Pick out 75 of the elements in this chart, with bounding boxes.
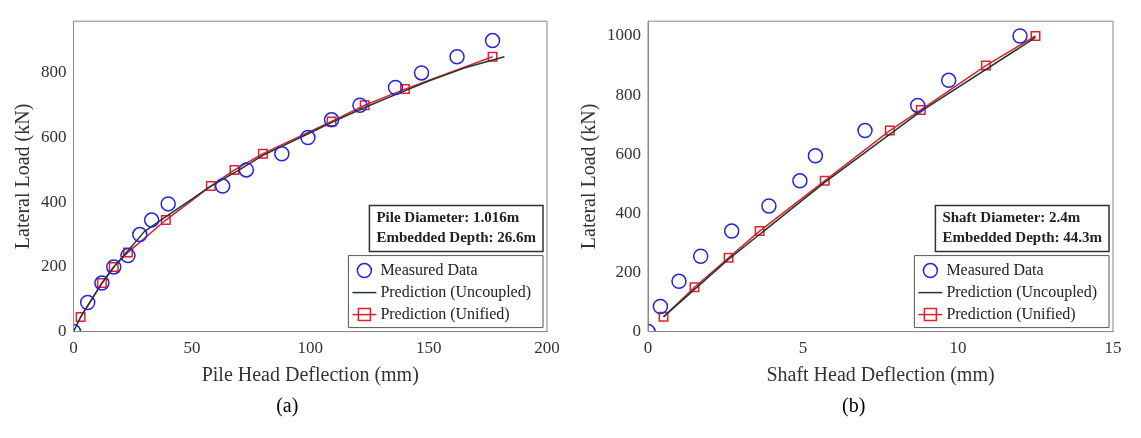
- annotation: Pile Diameter: 1.016m: [376, 209, 520, 226]
- point: [214, 178, 231, 194]
- y-axis-title: Lateral Load (kN): [11, 103, 34, 250]
- legend-label: Prediction (Unified): [946, 304, 1076, 323]
- point: [1030, 30, 1041, 41]
- point: [723, 252, 734, 263]
- annotation: Embedded Depth: 26.6m: [376, 229, 537, 246]
- point: [671, 273, 687, 290]
- point: [1012, 28, 1028, 44]
- point: [238, 162, 254, 178]
- point: [160, 215, 171, 226]
- point: [487, 51, 498, 62]
- text: (a): [276, 394, 299, 417]
- point: [754, 226, 765, 237]
- point: [131, 226, 148, 243]
- point: [351, 97, 368, 114]
- x-tick-label: 200: [534, 338, 560, 358]
- point: [857, 122, 873, 139]
- point: [941, 72, 957, 89]
- y-tick-label: 200: [615, 261, 642, 281]
- x-tick-label: 15: [1104, 338, 1122, 358]
- point: [885, 125, 896, 136]
- point: [229, 164, 240, 175]
- legend-label: Measured Data: [946, 260, 1044, 278]
- point: [387, 79, 403, 96]
- annotation: Embedded Depth: 44.3m: [942, 229, 1103, 246]
- x-tick-label: 100: [297, 338, 323, 358]
- y-axis-title: Lateral Load (kN): [577, 103, 601, 250]
- point: [257, 148, 268, 159]
- legend-label: Prediction (Uncoupled): [946, 282, 1098, 301]
- point: [75, 312, 86, 323]
- y-tick-label: 200: [40, 256, 67, 276]
- y-tick-label: 0: [632, 321, 642, 341]
- y-tick-label: 0: [57, 321, 67, 341]
- y-tick-label: 400: [615, 202, 642, 222]
- x-tick-label: 5: [799, 338, 808, 358]
- point: [299, 129, 316, 146]
- point: [79, 294, 96, 311]
- y-tick-label: 600: [615, 143, 642, 163]
- point: [981, 60, 992, 71]
- x-tick-label: 150: [415, 338, 442, 358]
- point: [807, 147, 824, 164]
- point: [119, 247, 136, 264]
- point: [658, 311, 669, 322]
- point: [160, 196, 176, 212]
- point: [910, 97, 926, 114]
- point: [792, 173, 808, 189]
- point: [273, 146, 290, 162]
- legend-label: Prediction (Unified): [380, 304, 510, 323]
- point: [399, 84, 410, 95]
- point: [484, 32, 501, 49]
- y-tick-label: 600: [40, 127, 67, 147]
- point: [652, 298, 669, 315]
- text: (b): [842, 394, 866, 417]
- y-tick-label: 800: [615, 84, 642, 104]
- point: [413, 65, 430, 81]
- point: [323, 112, 340, 128]
- y-tick-label: 800: [40, 62, 67, 82]
- legend-label: Prediction (Uncoupled): [380, 282, 531, 301]
- point: [693, 248, 709, 264]
- point: [449, 49, 465, 65]
- x-axis-title: Pile Head Deflection (mm): [201, 363, 419, 387]
- legend-label: Measured Data: [380, 260, 478, 278]
- point: [205, 181, 216, 192]
- annotation: Shaft Diameter: 2.4m: [942, 209, 1082, 226]
- x-axis-title: Shaft Head Deflection (mm): [766, 363, 995, 387]
- point: [689, 282, 700, 293]
- x-tick-label: 50: [183, 338, 201, 358]
- point: [761, 198, 777, 214]
- point: [143, 212, 160, 228]
- y-tick-label: 400: [40, 191, 67, 211]
- x-tick-label: 10: [949, 338, 967, 358]
- point: [819, 175, 830, 186]
- y-tick-label: 1000: [607, 25, 642, 45]
- point: [724, 223, 740, 239]
